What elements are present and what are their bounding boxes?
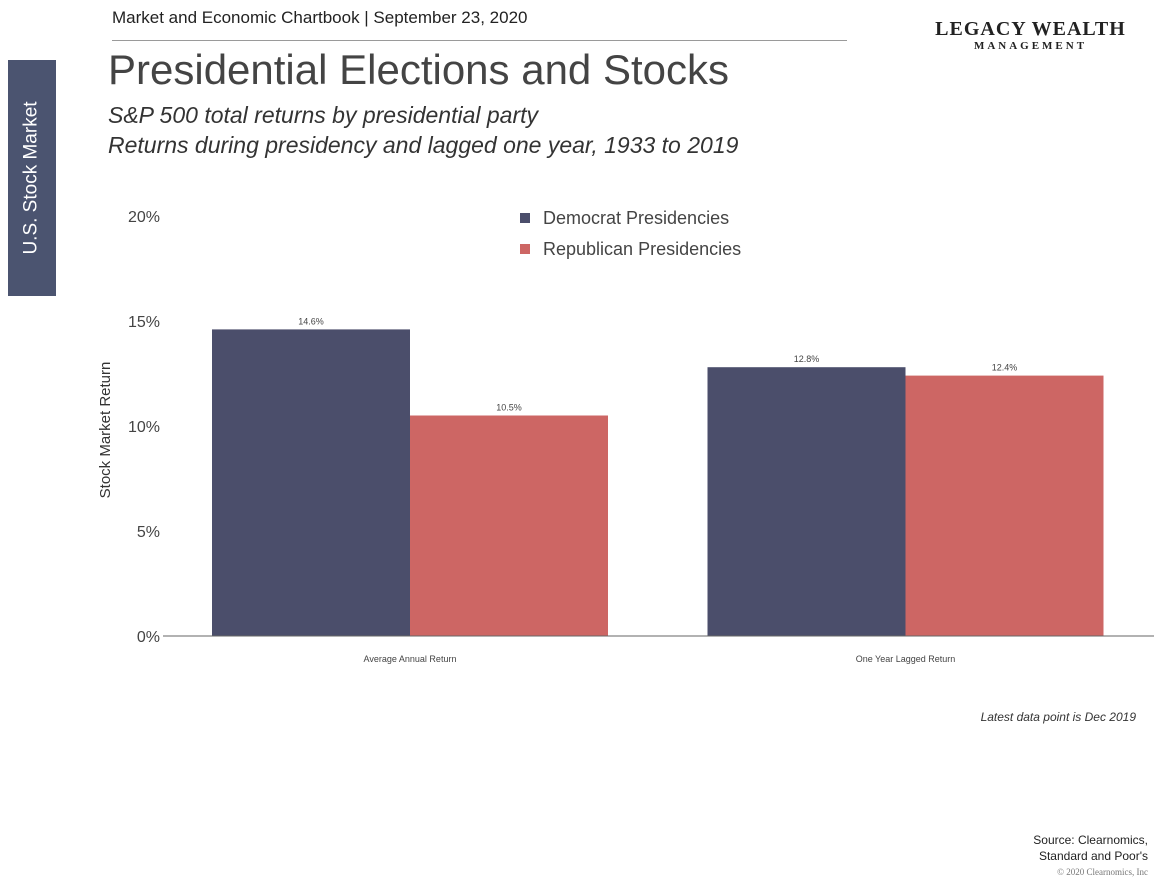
source-line-1: Source: Clearnomics, bbox=[1033, 833, 1148, 847]
legend-label: Republican Presidencies bbox=[543, 239, 741, 259]
data-note: Latest data point is Dec 2019 bbox=[980, 710, 1136, 724]
bar-value-label: 12.8% bbox=[794, 354, 820, 364]
source-note: Source: Clearnomics, Standard and Poor's bbox=[1033, 832, 1148, 864]
legend-label: Democrat Presidencies bbox=[543, 208, 729, 228]
page-title: Presidential Elections and Stocks bbox=[108, 46, 729, 93]
y-tick-label: 10% bbox=[128, 419, 160, 436]
copyright-note: © 2020 Clearnomics, Inc bbox=[1057, 867, 1148, 877]
x-tick-label: One Year Lagged Return bbox=[856, 654, 956, 664]
header-divider bbox=[112, 40, 847, 41]
bar-value-label: 12.4% bbox=[992, 363, 1018, 373]
section-tab: U.S. Stock Market bbox=[8, 60, 56, 296]
report-header: Market and Economic Chartbook | Septembe… bbox=[112, 8, 528, 27]
y-tick-label: 5% bbox=[137, 524, 160, 541]
bar-value-label: 14.6% bbox=[298, 316, 324, 326]
y-tick-label: 20% bbox=[128, 209, 160, 226]
y-axis-title: Stock Market Return bbox=[97, 362, 114, 499]
legend-swatch bbox=[520, 244, 530, 254]
bar bbox=[410, 415, 608, 636]
logo-top-text: LEGACY WEALTH bbox=[935, 18, 1126, 40]
bar-value-label: 10.5% bbox=[496, 403, 522, 413]
logo-bottom-text: MANAGEMENT bbox=[973, 40, 1088, 52]
source-line-2: Standard and Poor's bbox=[1038, 849, 1148, 863]
y-tick-label: 0% bbox=[137, 629, 160, 646]
chart-subtitle-2: Returns during presidency and lagged one… bbox=[108, 132, 739, 158]
y-tick-label: 15% bbox=[128, 314, 160, 331]
x-tick-label: Average Annual Return bbox=[364, 654, 457, 664]
legend-swatch bbox=[520, 213, 530, 223]
company-logo: LEGACY WEALTH MANAGEMENT bbox=[928, 18, 1133, 52]
chart-subtitle-1: S&P 500 total returns by presidential pa… bbox=[108, 102, 538, 128]
bar bbox=[905, 375, 1104, 636]
bar bbox=[212, 329, 410, 636]
bar bbox=[707, 367, 906, 636]
